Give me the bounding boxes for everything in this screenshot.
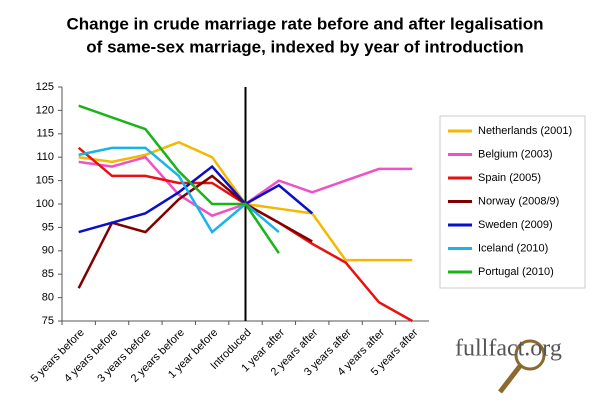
y-tick-label: 115 xyxy=(36,128,54,140)
logo-handle xyxy=(498,364,522,394)
legend-label: Portugal (2010) xyxy=(478,266,554,278)
logo-magnifier xyxy=(514,339,546,371)
legend-label: Netherlands (2001) xyxy=(478,125,572,137)
y-tick-label: 120 xyxy=(36,104,54,116)
legend-label: Norway (2008/9) xyxy=(478,195,559,207)
y-tick-label: 75 xyxy=(42,315,54,327)
series-line xyxy=(78,104,280,254)
y-tick-label: 110 xyxy=(36,151,54,163)
legend-label: Belgium (2003) xyxy=(478,148,553,160)
legend-label: Spain (2005) xyxy=(478,172,541,184)
logo: fullfact.org xyxy=(455,336,562,362)
y-tick-label: 85 xyxy=(42,268,54,280)
y-tick-label: 105 xyxy=(36,175,54,187)
y-tick-label: 90 xyxy=(42,245,54,257)
legend-label: Iceland (2010) xyxy=(478,242,548,254)
y-tick-label: 95 xyxy=(42,221,54,233)
legend-box xyxy=(439,115,586,289)
y-tick-label: 125 xyxy=(36,81,54,93)
series-line xyxy=(78,164,314,234)
legend-label: Sweden (2009) xyxy=(478,219,553,231)
y-tick-label: 100 xyxy=(36,198,54,210)
chart-title: of same-sex marriage, indexed by year of… xyxy=(86,37,523,56)
chart-title: Change in crude marriage rate before and… xyxy=(66,14,543,33)
y-tick-label: 80 xyxy=(42,292,54,304)
